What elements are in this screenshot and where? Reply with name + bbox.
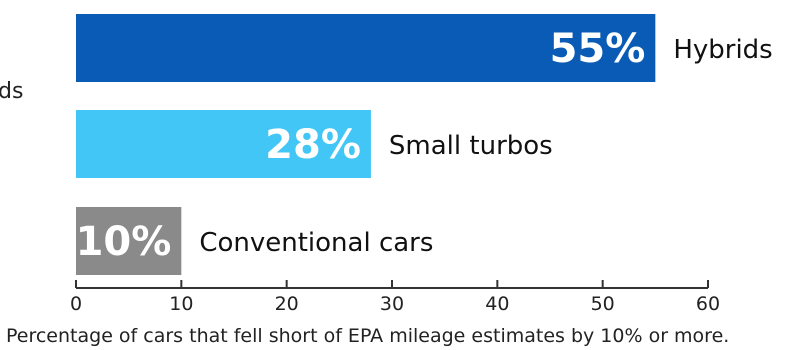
x-tick-label-30: 30 [380,293,404,315]
bar-category-label-conventional-cars: Conventional cars [199,228,433,258]
x-tick-label-10: 10 [169,293,193,315]
x-tick-label-0: 0 [70,293,82,315]
x-tick-label-40: 40 [485,293,509,315]
x-tick-label-60: 60 [696,293,720,315]
left-edge-text: ds [0,79,23,104]
bar-value-label-hybrids: 55% [550,26,646,72]
bars-group: 55% Hybrids 28% Small turbos 10% Conventional… [76,14,773,275]
x-axis: 0 10 20 30 40 50 60 [70,280,720,315]
bar-value-label-small-turbos: 28% [265,122,361,168]
bar-category-label-hybrids: Hybrids [673,35,772,65]
x-tick-label-50: 50 [591,293,615,315]
x-axis-title: Percentage of cars that fell short of EP… [6,325,729,347]
x-tick-label-20: 20 [275,293,299,315]
bar-value-label-conventional-cars: 10% [76,219,172,265]
bar-conventional-cars [76,207,182,275]
bar-small-turbos [76,110,371,178]
bar-category-label-small-turbos: Small turbos [389,131,553,161]
bar-hybrids [76,14,656,82]
